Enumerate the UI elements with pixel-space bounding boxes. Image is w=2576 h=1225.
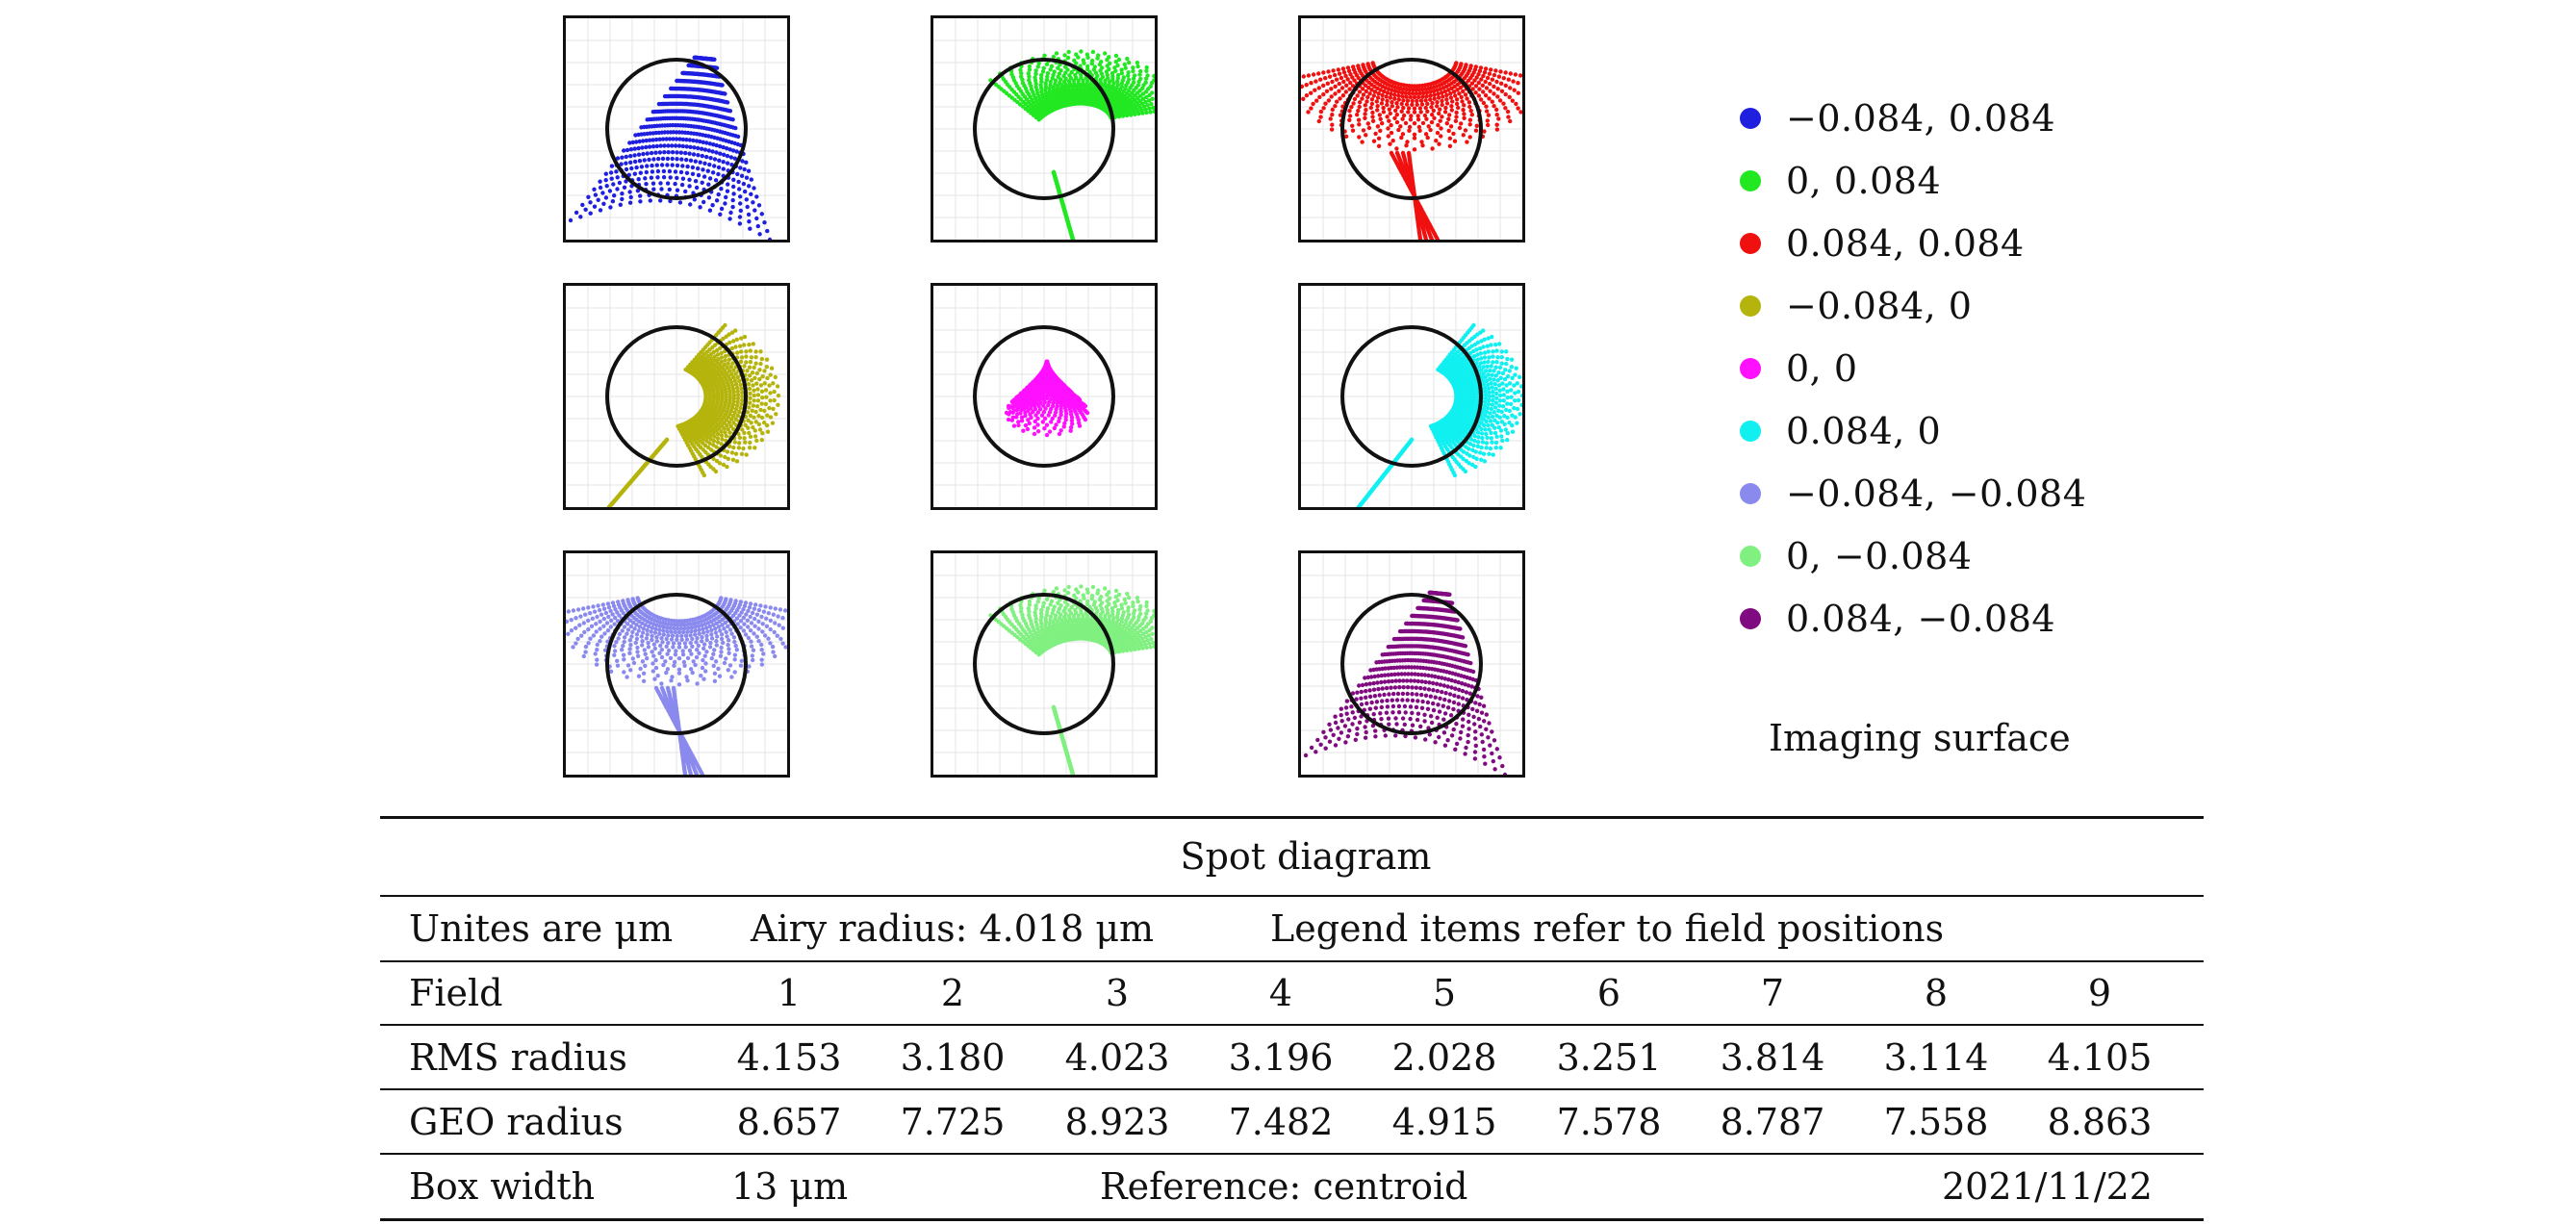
rms-radius-cell: 3.180 — [900, 1036, 1006, 1079]
legend-marker — [1740, 233, 1761, 254]
spot-plot-canvas — [566, 553, 787, 775]
spot-plot-canvas — [1301, 18, 1522, 240]
airy-disk-circle — [605, 593, 748, 735]
geo-row-label: GEO radius — [409, 1101, 624, 1143]
spot-plot-canvas — [566, 286, 787, 507]
geo-radius-cell: 8.863 — [2047, 1101, 2153, 1143]
ray-points — [988, 584, 1155, 775]
geo-radius-cell: 8.657 — [736, 1101, 842, 1143]
spot-plot-4 — [563, 283, 790, 510]
spot-plot-canvas — [933, 553, 1155, 775]
box-width-label: Box width — [409, 1165, 596, 1208]
legend-marker — [1740, 421, 1761, 442]
legend-marker — [1740, 546, 1761, 567]
legend-label: 0, 0.084 — [1786, 160, 1942, 202]
rms-radius-cell: 3.196 — [1228, 1036, 1334, 1079]
spot-plot-8 — [931, 550, 1158, 778]
field-number-cell: 4 — [1268, 972, 1293, 1014]
spot-diagram-grid — [563, 15, 1525, 778]
legend-marker — [1740, 170, 1761, 191]
rms-row-label: RMS radius — [409, 1036, 627, 1079]
table-rule — [380, 1088, 2204, 1090]
rms-radius-cell: 4.153 — [736, 1036, 842, 1079]
airy-disk-circle — [973, 325, 1115, 468]
rms-radius-cell: 3.251 — [1556, 1036, 1662, 1079]
ray-points — [606, 322, 781, 507]
airy-disk-circle — [1340, 325, 1483, 468]
spot-plot-2 — [931, 15, 1158, 242]
table-rule — [380, 1024, 2204, 1026]
geo-radius-cell: 7.578 — [1556, 1101, 1662, 1143]
table-top-rule — [380, 816, 2204, 819]
table-bottom-rule — [380, 1218, 2204, 1221]
field-number-cell: 9 — [2087, 972, 2112, 1014]
legend-marker — [1740, 295, 1761, 317]
field-number-cell: 7 — [1760, 972, 1785, 1014]
ray-points — [1004, 359, 1090, 438]
airy-disk-circle — [973, 593, 1115, 735]
legend-marker — [1740, 608, 1761, 629]
spot-plot-canvas — [566, 18, 787, 240]
reference-cell: Reference: centroid — [1100, 1165, 1468, 1208]
spot-plot-canvas — [1301, 553, 1522, 775]
table-rule — [380, 960, 2204, 962]
rms-radius-cell: 3.814 — [1720, 1036, 1825, 1079]
legend-label: 0.084, 0.084 — [1786, 222, 2025, 265]
spot-plot-5 — [931, 283, 1158, 510]
imaging-surface-label: Imaging surface — [1769, 717, 2071, 759]
rms-radius-cell: 2.028 — [1391, 1036, 1497, 1079]
spot-plot-7 — [563, 550, 790, 778]
airy-disk-circle — [605, 58, 748, 200]
legend-marker — [1740, 358, 1761, 379]
geo-radius-cell: 4.915 — [1391, 1101, 1497, 1143]
ray-points — [1301, 61, 1522, 240]
geo-radius-cell: 7.725 — [900, 1101, 1006, 1143]
spot-plot-canvas — [933, 18, 1155, 240]
table-title: Spot diagram — [1180, 835, 1432, 878]
rms-radius-cell: 4.105 — [2047, 1036, 2153, 1079]
field-number-cell: 6 — [1596, 972, 1621, 1014]
units-cell: Unites are μm — [409, 907, 674, 950]
spot-plot-6 — [1298, 283, 1525, 510]
field-number-cell: 1 — [777, 972, 802, 1014]
ray-points — [1356, 322, 1522, 507]
table-rule — [380, 1153, 2204, 1155]
rms-radius-cell: 4.023 — [1064, 1036, 1170, 1079]
legend-label: 0, −0.084 — [1786, 535, 1973, 577]
airy-radius-cell: Airy radius: 4.018 μm — [751, 907, 1155, 950]
table-rule — [380, 895, 2204, 897]
airy-disk-circle — [973, 58, 1115, 200]
ray-points — [988, 49, 1155, 240]
field-number-cell: 8 — [1924, 972, 1949, 1014]
field-number-cell: 2 — [940, 972, 965, 1014]
legend-label: −0.084, 0.084 — [1786, 97, 2056, 140]
legend-label: −0.084, 0 — [1786, 285, 1973, 327]
geo-radius-cell: 8.787 — [1720, 1101, 1825, 1143]
spot-plot-canvas — [933, 286, 1155, 507]
field-number-cell: 5 — [1432, 972, 1457, 1014]
legend-label: 0.084, −0.084 — [1786, 598, 2056, 640]
spot-plot-3 — [1298, 15, 1525, 242]
rms-radius-cell: 3.114 — [1883, 1036, 1989, 1079]
legend-marker — [1740, 483, 1761, 504]
date-cell: 2021/11/22 — [1941, 1165, 2153, 1208]
airy-disk-circle — [605, 325, 748, 468]
spot-plot-9 — [1298, 550, 1525, 778]
box-width-value: 13 μm — [731, 1165, 849, 1208]
legend-note-cell: Legend items refer to field positions — [1270, 907, 1945, 950]
legend-marker — [1740, 108, 1761, 129]
legend-label: 0.084, 0 — [1786, 410, 1942, 452]
geo-radius-cell: 7.482 — [1228, 1101, 1334, 1143]
spot-plot-1 — [563, 15, 790, 242]
field-row-label: Field — [409, 972, 503, 1014]
legend-label: −0.084, −0.084 — [1786, 472, 2087, 515]
geo-radius-cell: 7.558 — [1883, 1101, 1989, 1143]
airy-disk-circle — [1340, 593, 1483, 735]
geo-radius-cell: 8.923 — [1064, 1101, 1170, 1143]
airy-disk-circle — [1340, 58, 1483, 200]
legend-label: 0, 0 — [1786, 347, 1858, 390]
field-number-cell: 3 — [1105, 972, 1130, 1014]
spot-plot-canvas — [1301, 286, 1522, 507]
